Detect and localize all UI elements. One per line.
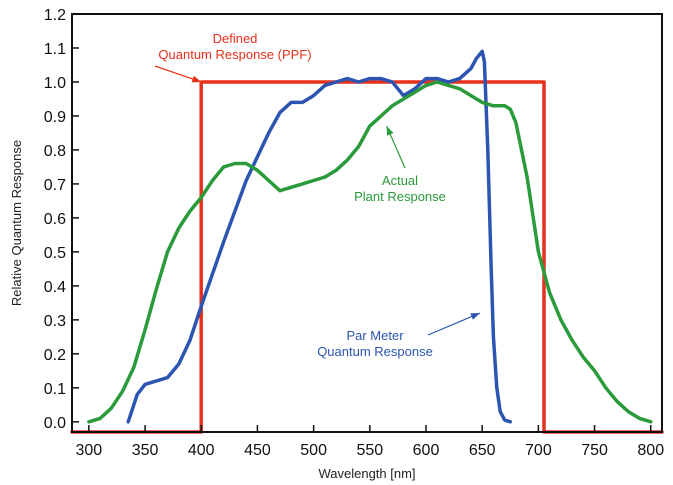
y-tick-label: 0.5: [44, 245, 66, 262]
plant-response-series-line: [87, 80, 653, 424]
x-tick-label: 500: [300, 442, 327, 459]
y-tick-label: 0.6: [44, 211, 66, 228]
plant-response-annotation-arrowhead: [386, 126, 394, 136]
x-tick-label: 350: [132, 442, 159, 459]
par-meter-annotation-arrowhead: [470, 313, 480, 320]
x-tick-label: 700: [525, 442, 552, 459]
x-tick-label: 800: [637, 442, 664, 459]
plot-frame: [71, 13, 663, 433]
y-tick-label: 1.1: [44, 41, 66, 58]
y-tick-label: 1.2: [44, 7, 66, 24]
ppf-annotation-line: Quantum Response (PPF): [158, 47, 311, 62]
ppf-annotation-line: Defined: [213, 31, 258, 46]
plant-response-annotation-line: Plant Response: [354, 189, 446, 204]
x-axis: 300 350 400 450 500 550 600 650 700 750 800: [76, 425, 664, 459]
x-tick-label: 300: [76, 442, 103, 459]
x-axis-label: Wavelength [nm]: [318, 466, 415, 481]
y-axis: 0.0 0.1 0.2 0.3 0.4 0.5 0.6 0.7 0.8 0.9 1.0 1.1 1.2: [44, 7, 79, 432]
x-tick-label: 400: [188, 442, 215, 459]
par-meter-annotation-arrow: [427, 312, 481, 336]
par-meter-annotation-line: Par Meter: [346, 328, 404, 343]
x-tick-label: 450: [244, 442, 271, 459]
par-meter-annotation-line: Quantum Response: [317, 344, 433, 359]
y-tick-label: 0.1: [44, 381, 66, 398]
x-tick-label: 750: [581, 442, 608, 459]
series-layer: [70, 49, 664, 434]
y-tick-label: 0.7: [44, 177, 66, 194]
ppf-annotation-arrowhead: [191, 75, 202, 83]
y-tick-label: 0.8: [44, 143, 66, 160]
x-tick-label: 650: [469, 442, 496, 459]
y-axis-label: Relative Quantum Response: [9, 140, 24, 306]
x-tick-label: 550: [356, 442, 383, 459]
y-tick-label: 0.9: [44, 109, 66, 126]
y-tick-label: 0.3: [44, 313, 66, 330]
y-tick-label: 0.2: [44, 347, 66, 364]
par-meter-series-line: [126, 49, 513, 424]
y-tick-label: 0.0: [44, 415, 66, 432]
x-tick-label: 600: [413, 442, 440, 459]
plant-response-annotation-line: Actual: [382, 173, 418, 188]
y-tick-label: 0.4: [44, 279, 66, 296]
y-tick-label: 1.0: [44, 75, 66, 92]
